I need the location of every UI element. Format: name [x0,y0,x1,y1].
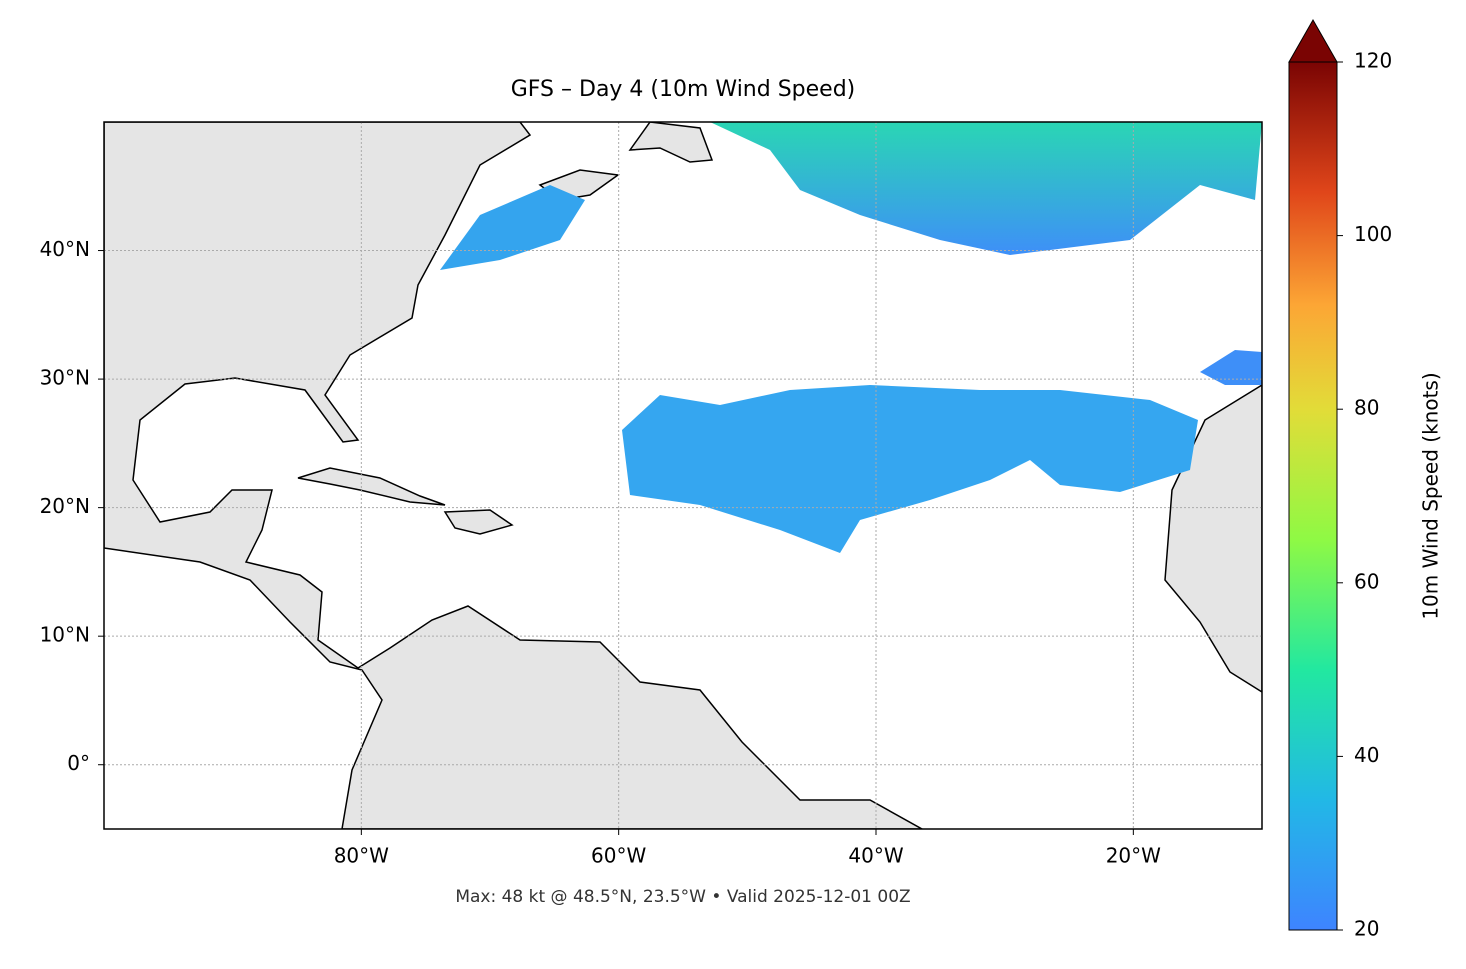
newfoundland [628,122,714,163]
y-tick-label: 0° [67,751,90,775]
cuba [297,467,446,506]
footnote: Max: 48 kt @ 48.5°N, 23.5°W • Valid 2025… [455,887,910,907]
colorbar-tick-label: 60 [1354,569,1379,593]
colorbar-label: 10m Wind Speed (knots) [1419,372,1443,619]
colorbar-extend [1288,18,1338,63]
axes: 80°W 60°W 40°W 20°W 0° 10°N 20°N 30°N 40°N [40,237,1162,867]
colorbar-tick-label: 100 [1354,222,1392,246]
y-tick-label: 10°N [40,623,90,647]
colorbar-tick-label: 80 [1354,396,1379,420]
wind-area-coast [440,185,585,270]
wind-area-east [1200,350,1262,385]
x-tick-label: 20°W [1106,844,1161,868]
y-tick-label: 20°N [40,494,90,518]
y-tick-label: 30°N [40,366,90,390]
graticule [104,122,1262,829]
x-tick-label: 40°W [848,844,903,868]
y-tick-label: 40°N [40,237,90,261]
hispaniola [443,509,514,535]
colorbar [1288,61,1338,931]
x-tick-label: 80°W [334,844,389,868]
americas [104,122,924,829]
wind-area-north [710,122,1262,255]
map-frame [103,121,1263,830]
colorbar-tick-label: 40 [1354,743,1379,767]
colorbar-tick-label: 120 [1354,49,1392,73]
title: GFS – Day 4 (10m Wind Speed) [511,77,856,102]
wind-area-subtropics [622,385,1198,553]
map-body [104,122,1262,829]
x-tick-label: 60°W [591,844,646,868]
colorbar-tick-label: 20 [1354,917,1379,941]
